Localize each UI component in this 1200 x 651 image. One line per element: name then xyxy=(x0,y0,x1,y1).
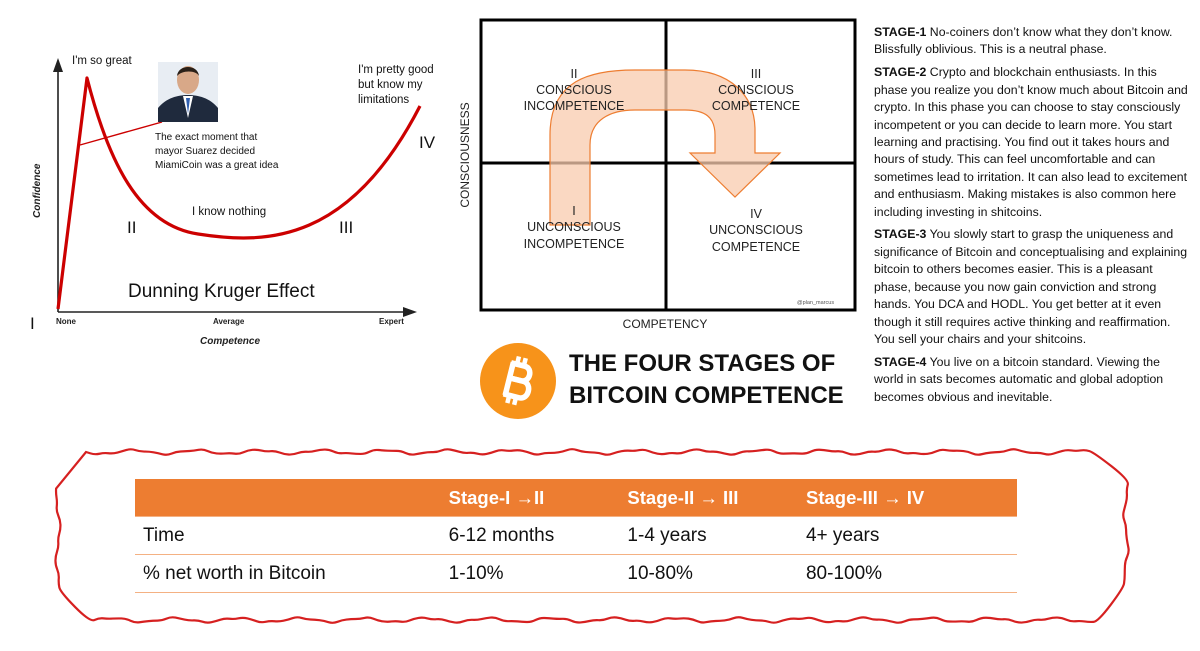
y-axis-label: Confidence xyxy=(32,163,43,218)
stage-3-label: STAGE-3 xyxy=(874,227,927,242)
competence-matrix: II CONSCIOUS INCOMPETENCE III CONSCIOUS … xyxy=(458,18,857,331)
stage-4-paragraph: STAGE-4 You live on a bitcoin standard. … xyxy=(874,354,1192,406)
stage-2-paragraph: STAGE-2 Crypto and blockchain enthusiast… xyxy=(874,64,1192,221)
roman-label-II: II xyxy=(127,218,136,237)
dunning-kruger-chart: I'm so great I know nothing I'm pretty g… xyxy=(30,55,437,347)
table-header-cell: Stage-I →II xyxy=(440,479,620,517)
stage-4-text: You live on a bitcoin standard. Viewing … xyxy=(874,354,1164,404)
table-cell: 1-10% xyxy=(440,554,620,593)
quadrant-III-numeral: III xyxy=(751,67,761,81)
quadrant-IV-line2: COMPETENCE xyxy=(712,240,800,254)
stage-1-paragraph: STAGE-1 No-coiners don’t know what they … xyxy=(874,24,1192,59)
quadrant-III-line2: COMPETENCE xyxy=(712,99,800,113)
roman-label-III: III xyxy=(339,218,353,237)
right-label-line-1: I'm pretty good xyxy=(358,64,434,76)
annotation-line xyxy=(79,121,163,146)
roman-label-IV: IV xyxy=(419,133,436,152)
bitcoin-logo-icon xyxy=(480,343,556,419)
main-title: THE FOUR STAGES OF BITCOIN COMPETENCE xyxy=(569,348,859,412)
main-title-line-1: THE FOUR STAGES OF xyxy=(569,350,836,377)
right-label-line-3: limitations xyxy=(358,94,409,106)
matrix-y-axis-label: CONSCIOUSNESS xyxy=(458,102,472,207)
quadrant-II-line1: CONSCIOUS xyxy=(536,83,612,97)
table-cell: % net worth in Bitcoin xyxy=(135,554,441,593)
x-tick-none: None xyxy=(56,317,77,326)
stage-4-label: STAGE-4 xyxy=(874,354,927,369)
table-header-cell xyxy=(135,479,441,517)
table-header-cell: Stage-II → III xyxy=(619,479,798,517)
quadrant-I-line1: UNCONSCIOUS xyxy=(527,220,621,234)
right-label-line-2: but know my xyxy=(358,79,423,91)
matrix-x-axis-label: COMPETENCY xyxy=(623,317,708,331)
quadrant-IV-line1: UNCONSCIOUS xyxy=(709,223,803,237)
valley-label: I know nothing xyxy=(192,206,266,218)
quadrant-III-line1: CONSCIOUS xyxy=(718,83,794,97)
matrix-border xyxy=(479,18,857,312)
table-cell: 80-100% xyxy=(797,554,1017,593)
table-cell: 4+ years xyxy=(797,516,1017,555)
right-label: I'm pretty good but know my limitations xyxy=(358,64,437,106)
stage-2-text: Crypto and blockchain enthusiasts. In th… xyxy=(874,65,1188,219)
peak-label: I'm so great xyxy=(72,55,133,67)
table-header-row: Stage-I →II Stage-II → III Stage-III → I… xyxy=(135,479,1017,517)
timeline-table: Stage-I →II Stage-II → III Stage-III → I… xyxy=(135,479,1017,593)
quadrant-I-numeral: I xyxy=(572,204,575,218)
annotation-line-3: MiamiCoin was a great idea xyxy=(155,160,279,171)
x-axis-label: Competence xyxy=(200,336,260,347)
matrix-credit: @plan_marcus xyxy=(797,300,834,306)
stage-descriptions: STAGE-1 No-coiners don’t know what they … xyxy=(874,24,1192,412)
annotation-line-2: mayor Suarez decided xyxy=(155,146,255,157)
table-cell: 6-12 months xyxy=(440,516,620,555)
stage-3-text: You slowly start to grasp the uniqueness… xyxy=(874,227,1188,346)
quadrant-IV-numeral: IV xyxy=(750,207,762,221)
table-cell: 1-4 years xyxy=(619,516,798,555)
quadrant-I-line2: INCOMPETENCE xyxy=(524,237,625,251)
table-cell: 10-80% xyxy=(619,554,798,593)
roman-label-I: I xyxy=(30,314,35,333)
chart-title: Dunning Kruger Effect xyxy=(128,281,315,302)
progress-arrow xyxy=(549,69,782,226)
table-row: % net worth in Bitcoin 1-10% 10-80% 80-1… xyxy=(135,554,1017,593)
annotation-text: The exact moment that mayor Suarez decid… xyxy=(155,132,279,171)
stage-2-label: STAGE-2 xyxy=(874,65,927,80)
x-tick-expert: Expert xyxy=(379,317,404,326)
mayor-portrait xyxy=(158,62,218,122)
confidence-curve xyxy=(56,76,422,310)
stage-1-label: STAGE-1 xyxy=(874,25,927,39)
x-axis-arrow xyxy=(403,307,417,317)
stage-3-paragraph: STAGE-3 You slowly start to grasp the un… xyxy=(874,226,1192,348)
table-row: Time 6-12 months 1-4 years 4+ years xyxy=(135,516,1017,555)
table-cell: Time xyxy=(135,516,441,555)
y-axis-arrow xyxy=(53,58,63,72)
quadrant-II-numeral: II xyxy=(571,67,578,81)
quadrant-II-line2: INCOMPETENCE xyxy=(524,99,625,113)
stage-1-text: No-coiners don’t know what they don’t kn… xyxy=(874,25,1173,57)
main-title-line-2: BITCOIN COMPETENCE xyxy=(569,382,844,409)
x-tick-average: Average xyxy=(213,317,245,326)
annotation-line-1: The exact moment that xyxy=(155,132,257,143)
table-header-cell: Stage-III → IV xyxy=(797,479,1017,517)
